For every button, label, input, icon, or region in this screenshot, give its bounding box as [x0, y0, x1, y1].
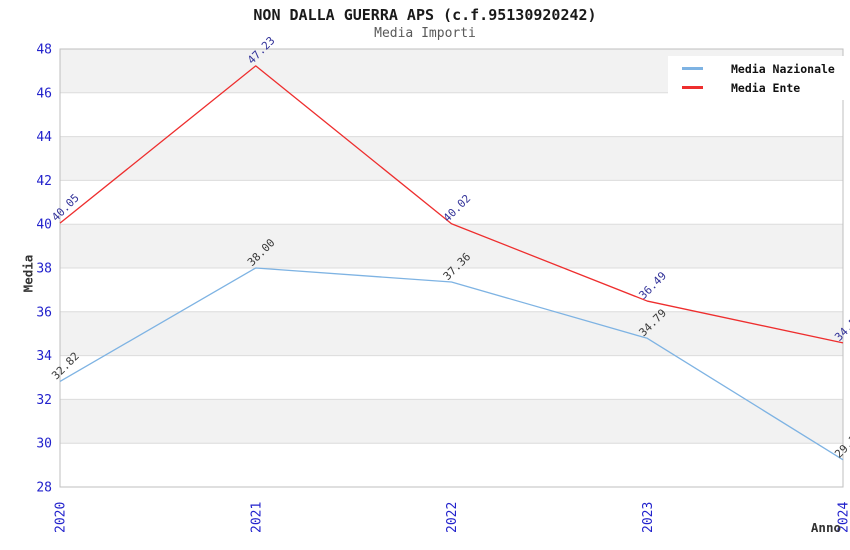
legend-item-media-nazionale: Media Nazionale: [668, 62, 847, 76]
y-tick-label: 42: [36, 174, 52, 189]
y-tick-label: 44: [36, 130, 52, 145]
plot-band: [60, 355, 843, 400]
media-nazionale-line-swatch: [682, 67, 703, 70]
plot-band: [60, 443, 843, 487]
series-line-media-ente: [59, 65, 844, 344]
legend: Media Nazionale Media Ente: [668, 56, 847, 100]
x-tick-label: 2020: [54, 502, 69, 533]
y-tick-label: 34: [36, 349, 52, 364]
legend-label-media-nazionale: Media Nazionale: [731, 61, 835, 76]
y-tick-label: 32: [36, 393, 52, 408]
chart-subtitle: Media Importi: [374, 26, 476, 41]
media-ente-line-swatch: [682, 86, 703, 89]
plot-band: [60, 268, 843, 312]
x-axis-title: Anno: [810, 520, 841, 535]
x-tick-label: 2022: [445, 502, 460, 533]
y-tick-label: 28: [36, 481, 52, 496]
plot-band: [60, 311, 843, 356]
y-tick-label: 38: [36, 262, 52, 277]
chart-title: NON DALLA GUERRA APS (c.f.95130920242): [253, 6, 597, 24]
x-tick-label: 2021: [249, 502, 264, 533]
x-tick-label: 2023: [641, 502, 656, 533]
plot-band: [60, 224, 843, 268]
legend-label-media-ente: Media Ente: [731, 80, 801, 95]
y-tick-label: 46: [36, 86, 52, 101]
y-tick-label: 30: [36, 437, 52, 452]
plot-band: [60, 92, 843, 137]
plot-frame: [59, 48, 844, 488]
legend-item-media-ente: Media Ente: [668, 81, 847, 95]
y-tick-label: 36: [36, 305, 52, 320]
y-tick-label: 48: [36, 43, 52, 58]
series-line-media-nazionale: [59, 267, 844, 461]
y-tick-label: 40: [36, 218, 52, 233]
y-axis-title: Media: [20, 254, 36, 293]
x-tick-label: 2024: [837, 502, 850, 533]
plot-band: [60, 399, 843, 444]
plot-band: [60, 136, 843, 181]
plot-band: [60, 180, 843, 225]
